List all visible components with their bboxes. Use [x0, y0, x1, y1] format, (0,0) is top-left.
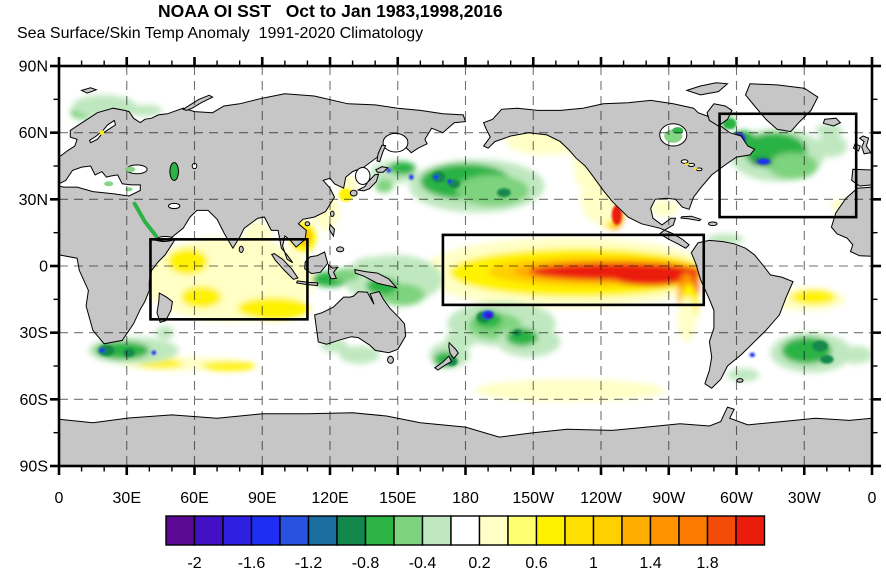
colorbar-cell-6: [336, 515, 367, 546]
figure-title: NOAA OI SST Oct to Jan 1983,1998,2016: [158, 1, 503, 21]
axis-ticks: [50, 57, 881, 475]
new-zealand-south: [433, 355, 453, 371]
honshu: [356, 173, 380, 192]
lat-label-0: 0: [39, 259, 48, 276]
lat-label-90S: 90S: [20, 459, 48, 476]
lon-label-120: 120E: [311, 490, 348, 507]
colorbar-cell-5: [307, 515, 338, 546]
west-africa: [830, 186, 872, 257]
sea-of-japan: [355, 167, 371, 185]
hainan: [304, 221, 311, 227]
great-britain: [858, 135, 872, 155]
sri-lanka: [238, 245, 244, 253]
falkland-islands: [736, 378, 744, 383]
lat-label-60S: 60S: [20, 392, 48, 409]
colorbar-cell-17: [649, 515, 680, 546]
colorbar-cell-9: [421, 515, 452, 546]
colorbar-cell-12: [507, 515, 538, 546]
lat-label-60N: 60N: [19, 125, 48, 142]
sakhalin: [376, 144, 387, 163]
cuba: [680, 215, 702, 222]
colorbar-cell-10: [450, 515, 481, 546]
persian-gulf: [168, 202, 181, 210]
sulawesi: [327, 263, 339, 280]
colorbar-label-1.8: 1.8: [696, 555, 718, 572]
colorbar-label-0.6: 0.6: [525, 555, 547, 572]
ellesmere-island: [685, 82, 729, 96]
colorbar-cell-13: [535, 515, 566, 546]
north-atlantic-region-box: [718, 112, 858, 219]
greenland: [744, 83, 819, 133]
colorbar-cell-3: [250, 515, 281, 546]
lon-label-240: 120W: [580, 490, 623, 507]
mediterranean-sea: [59, 165, 141, 197]
graticule: [59, 66, 872, 466]
mindanao: [336, 246, 345, 253]
lon-label-330: 30W: [788, 490, 822, 507]
lon-label-210: 150W: [512, 490, 555, 507]
colorbar-label-1: 1: [589, 555, 598, 572]
colorbar-cell-1: [193, 515, 224, 546]
colorbar-cell-16: [621, 515, 652, 546]
equatorial-pacific-region-box: [441, 233, 706, 307]
caspian-sea: [169, 162, 179, 181]
iceland: [822, 117, 842, 127]
colorbar-label-1.4: 1.4: [639, 555, 661, 572]
svalbard: [80, 87, 98, 94]
lat-label-90N: 90N: [19, 59, 48, 76]
colorbar-cell-8: [393, 515, 424, 546]
colorbar-label--0.8: -0.8: [352, 555, 380, 572]
lon-label-60: 60E: [180, 490, 208, 507]
kyushu: [349, 189, 358, 197]
lon-label-0: 0: [55, 490, 64, 507]
colorbar-label--1.2: -1.2: [295, 555, 323, 572]
lon-label-90: 90E: [248, 490, 276, 507]
lon-label-180: 180: [452, 490, 479, 507]
colorbar-cell-15: [592, 515, 623, 546]
great-lake-superior: [680, 159, 689, 164]
lat-label-30S: 30S: [20, 325, 48, 342]
great-lake-michigan: [687, 162, 696, 167]
colorbar: -2 -1.6 -1.2 -0.8 -0.4 0.2 0.6 1 1.4 1.8: [165, 515, 766, 572]
novaya-zemlya: [182, 94, 214, 111]
colorbar-label--2: -2: [187, 555, 201, 572]
hispaniola: [707, 221, 718, 227]
figure-subtitle: Sea Surface/Skin Temp Anomaly 1991-2020 …: [17, 25, 424, 42]
luzon: [328, 223, 336, 238]
colorbar-cell-18: [678, 515, 709, 546]
axis-labels: 90N 60N 30N 0 30S 60S 90S 0 30E 60E 90E 120E 150E 180…: [19, 59, 877, 508]
lat-label-30N: 30N: [19, 192, 48, 209]
lon-label-30: 30E: [113, 490, 141, 507]
colorbar-label--0.4: -0.4: [409, 555, 437, 572]
sea-of-okhotsk: [382, 132, 409, 153]
taiwan: [329, 210, 335, 217]
colorbar-cell-14: [564, 515, 595, 546]
red-sea: [132, 201, 159, 238]
lon-label-360: 0: [868, 490, 877, 507]
lon-label-150: 150E: [379, 490, 416, 507]
colorbar-cell-7: [364, 515, 395, 546]
hokkaido: [375, 166, 389, 173]
indian-ocean-region-box: [149, 238, 309, 321]
colorbar-label-0.2: 0.2: [468, 555, 490, 572]
colorbar-cell-19: [706, 515, 737, 546]
colorbar-label--1.6: -1.6: [238, 555, 266, 572]
colorbar-cell-4: [279, 515, 310, 546]
lon-label-300: 60W: [720, 490, 754, 507]
colorbar-cell-20: [735, 515, 766, 546]
new-zealand-north: [448, 341, 459, 360]
new-guinea: [354, 268, 399, 289]
colorbar-cell-2: [222, 515, 253, 546]
antarctica-landmass: [59, 406, 872, 466]
colorbar-cell-0: [165, 515, 196, 546]
lon-label-270: 90W: [652, 490, 686, 507]
colorbar-cell-11: [478, 515, 509, 546]
south-america-landmass: [690, 239, 794, 389]
tasmania: [387, 355, 394, 364]
madagascar: [156, 292, 173, 324]
australia: [314, 291, 407, 354]
